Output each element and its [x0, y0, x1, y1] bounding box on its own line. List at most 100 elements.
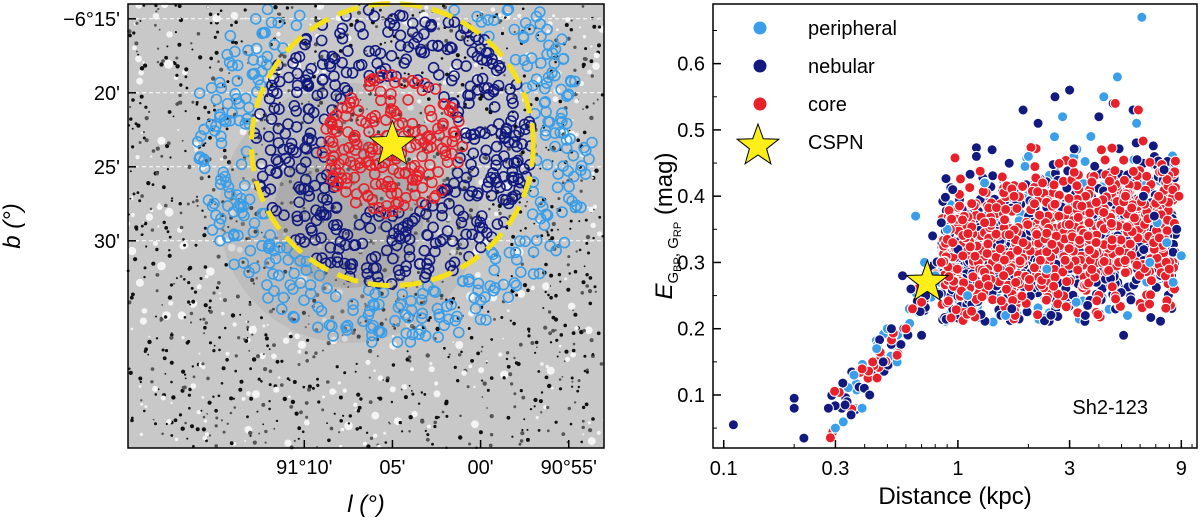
- field-star: [143, 275, 146, 279]
- field-star: [518, 342, 523, 347]
- field-star: [315, 168, 320, 173]
- field-star: [328, 286, 331, 289]
- field-star: [524, 227, 527, 230]
- field-star: [138, 199, 142, 203]
- peripheral-marker: [535, 30, 547, 43]
- field-star: [550, 205, 554, 209]
- field-star: [421, 71, 424, 74]
- nebular-marker: [290, 86, 303, 99]
- field-star: [282, 54, 287, 59]
- field-star: [218, 348, 221, 352]
- field-star: [347, 422, 351, 425]
- peripheral-marker: [475, 16, 488, 28]
- field-star: [227, 243, 236, 252]
- core-point: [907, 303, 918, 315]
- field-star: [140, 224, 144, 228]
- field-star: [205, 432, 209, 437]
- field-star: [460, 83, 465, 87]
- nebular-point: [822, 402, 834, 414]
- field-star: [145, 213, 154, 221]
- peripheral-marker: [267, 268, 279, 280]
- field-star: [568, 302, 576, 310]
- field-star: [181, 369, 186, 374]
- core-marker: [320, 123, 333, 135]
- field-star: [211, 76, 216, 81]
- peripheral-marker: [218, 113, 231, 126]
- field-star: [409, 367, 415, 372]
- nebular-marker: [357, 28, 369, 41]
- field-star: [250, 184, 255, 189]
- field-star: [180, 426, 185, 431]
- field-star: [534, 351, 537, 354]
- peripheral-marker: [234, 198, 247, 211]
- nebular-marker: [386, 210, 399, 222]
- nebular-marker: [488, 101, 501, 113]
- field-star: [190, 286, 194, 290]
- field-star: [571, 331, 576, 335]
- core-point: [1071, 180, 1083, 192]
- core-point: [1059, 254, 1071, 266]
- legend-label: CSPN: [808, 132, 864, 154]
- nebular-marker: [393, 269, 406, 281]
- field-star: [154, 23, 157, 27]
- field-star: [269, 309, 273, 314]
- field-star: [344, 231, 348, 236]
- field-star: [498, 352, 503, 357]
- field-star: [379, 42, 383, 46]
- field-star: [194, 148, 198, 152]
- peripheral-marker: [404, 336, 417, 348]
- field-star: [239, 379, 244, 384]
- field-star: [396, 130, 399, 133]
- field-star: [339, 419, 344, 423]
- nebular-point: [788, 402, 800, 414]
- nebular-marker: [302, 112, 315, 125]
- field-star: [594, 290, 597, 293]
- peripheral-marker: [215, 130, 227, 143]
- nebular-marker: [506, 92, 518, 105]
- field-star: [433, 424, 437, 429]
- field-star: [139, 94, 144, 99]
- field-star: [538, 399, 543, 404]
- field-star: [140, 399, 143, 402]
- field-star: [221, 311, 225, 316]
- field-star: [171, 197, 174, 200]
- field-star: [225, 358, 229, 362]
- ylabel-main: E: [651, 283, 678, 300]
- peripheral-marker: [313, 269, 326, 282]
- nebular-marker: [299, 38, 311, 51]
- peripheral-marker: [533, 267, 546, 280]
- peripheral-marker: [300, 264, 313, 276]
- field-star: [589, 115, 594, 121]
- core-marker: [366, 73, 379, 85]
- field-star: [208, 135, 212, 140]
- field-star: [581, 405, 586, 410]
- field-star: [403, 84, 407, 88]
- core-marker: [369, 110, 381, 122]
- peripheral-marker: [557, 127, 570, 139]
- nebular-marker: [314, 209, 327, 221]
- nebular-marker: [487, 85, 500, 98]
- nebular-marker: [506, 193, 518, 205]
- cspn-star-marker: [368, 119, 417, 165]
- field-star: [179, 83, 183, 87]
- field-star: [415, 285, 419, 289]
- nebular-marker: [272, 122, 285, 135]
- core-point: [998, 254, 1010, 266]
- field-star: [152, 418, 155, 421]
- field-star: [550, 386, 554, 390]
- core-marker: [323, 135, 336, 147]
- peripheral-marker: [533, 6, 546, 18]
- core-point: [1086, 176, 1098, 188]
- field-star: [186, 437, 189, 440]
- field-star: [497, 274, 499, 277]
- core-point: [1003, 229, 1015, 241]
- nebular-marker: [451, 58, 463, 71]
- field-star: [429, 362, 433, 366]
- field-star: [167, 253, 172, 258]
- peripheral-marker: [508, 277, 521, 289]
- field-star: [139, 20, 142, 22]
- peripheral-marker: [235, 158, 248, 171]
- nebular-marker: [490, 159, 502, 172]
- field-star: [261, 143, 263, 146]
- peripheral-marker: [220, 115, 232, 128]
